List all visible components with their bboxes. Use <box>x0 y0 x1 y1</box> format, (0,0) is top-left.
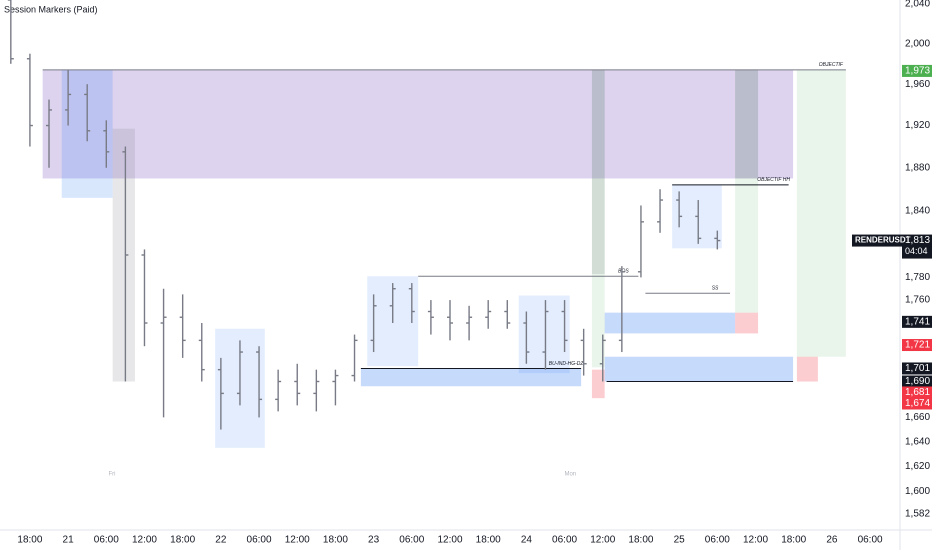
y-tick-label: 1,920 <box>905 120 930 131</box>
x-tick-label: 23 <box>368 535 380 546</box>
price-label: 1,741 <box>905 316 930 327</box>
zone <box>591 69 605 275</box>
x-tick-label: 24 <box>521 535 533 546</box>
price-label: 1,701 <box>905 363 930 374</box>
x-tick-label: 12:00 <box>132 535 157 546</box>
session-label: Fri <box>109 472 116 478</box>
x-tick-label: 18:00 <box>170 535 195 546</box>
price-label-box <box>902 64 932 77</box>
x-tick-label: 06:00 <box>399 535 424 546</box>
x-tick-label: 25 <box>674 535 686 546</box>
y-tick-label: 1,582 <box>905 509 930 520</box>
x-tick-label: 06:00 <box>705 535 730 546</box>
zone <box>518 295 570 374</box>
y-tick-label: 1,660 <box>905 412 930 423</box>
countdown: 04:04 <box>905 246 928 256</box>
level-label: OBJECTIF HH <box>757 177 790 183</box>
price-label: 1,721 <box>905 340 930 351</box>
x-tick-label: 21 <box>63 535 75 546</box>
zone <box>42 69 794 179</box>
zone <box>735 69 759 313</box>
x-tick-label: 12:00 <box>285 535 310 546</box>
price-label-box <box>902 339 932 352</box>
x-tick-label: 06:00 <box>552 535 577 546</box>
zone <box>735 312 759 334</box>
zone <box>360 368 582 387</box>
x-tick-label: 18:00 <box>476 535 501 546</box>
x-tick-label: 12:00 <box>743 535 768 546</box>
level-label: SS <box>712 286 719 292</box>
price-label-box <box>902 315 932 328</box>
symbol-box <box>852 234 902 247</box>
zone <box>604 312 736 334</box>
zone <box>591 369 605 399</box>
y-tick-label: 1,960 <box>905 79 930 90</box>
y-tick-label: 1,840 <box>905 206 930 217</box>
level-label: BU-IND-HG-DZ <box>549 361 585 367</box>
level-label: OBJECTIF <box>819 62 844 68</box>
y-tick-label: 1,760 <box>905 295 930 306</box>
y-tick-label: 1,780 <box>905 272 930 283</box>
x-tick-label: 06:00 <box>247 535 272 546</box>
x-tick-label: 12:00 <box>437 535 462 546</box>
price-label-box <box>902 362 932 375</box>
price-label: 1,690 <box>905 376 930 387</box>
y-tick-label: 2,040 <box>905 0 930 10</box>
price-label-box <box>902 375 932 388</box>
zone <box>591 69 605 368</box>
price-label-box <box>902 386 932 399</box>
zone <box>604 356 794 382</box>
y-tick-label: 1,620 <box>905 461 930 472</box>
x-tick-label: 12:00 <box>590 535 615 546</box>
y-tick-label: 1,600 <box>905 486 930 497</box>
zone <box>796 69 846 357</box>
price-label-box <box>902 234 932 259</box>
x-tick-label: 06:00 <box>94 535 119 546</box>
zone <box>796 356 818 382</box>
zone <box>735 69 759 179</box>
x-tick-label: 18:00 <box>323 535 348 546</box>
symbol: RENDERUSDT <box>855 236 911 245</box>
chart-title: Session Markers (Paid) <box>4 4 98 14</box>
x-tick-label: 18:00 <box>17 535 42 546</box>
x-tick-label: 06:00 <box>858 535 883 546</box>
price-label-box <box>902 397 932 410</box>
x-tick-label: 26 <box>826 535 838 546</box>
price-label: 1,674 <box>905 398 930 409</box>
price-label: 1,973 <box>905 66 930 77</box>
y-tick-label: 1,640 <box>905 436 930 447</box>
y-tick-label: 2,000 <box>905 38 930 49</box>
zone <box>112 128 135 382</box>
session-label: Mon <box>564 472 576 478</box>
price-label: 1,813 <box>905 235 930 246</box>
x-tick-label: 22 <box>215 535 227 546</box>
x-tick-label: 18:00 <box>781 535 806 546</box>
x-tick-label: 18:00 <box>628 535 653 546</box>
price-label: 1,681 <box>905 387 930 398</box>
y-tick-label: 1,880 <box>905 162 930 173</box>
